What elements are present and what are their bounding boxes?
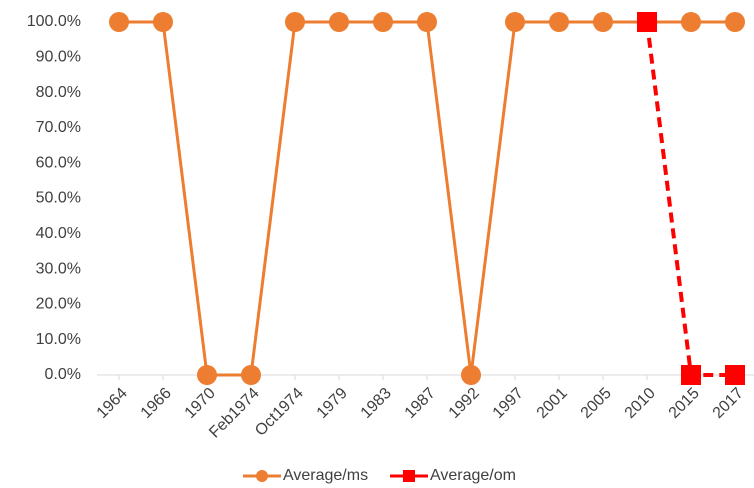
- x-tick-label: 1987: [402, 385, 439, 422]
- x-tick-label: 1979: [314, 385, 351, 422]
- marker: [637, 12, 657, 32]
- y-tick-label: 30.0%: [36, 260, 81, 277]
- x-tick-label: 1966: [138, 385, 175, 422]
- marker: [153, 12, 173, 32]
- marker: [681, 365, 701, 385]
- marker: [725, 12, 745, 32]
- y-tick-label: 10.0%: [36, 331, 81, 348]
- y-tick-label: 60.0%: [36, 154, 81, 171]
- x-tick-label: 1992: [446, 385, 483, 422]
- series-line: [119, 20, 735, 377]
- y-tick-label: 50.0%: [36, 190, 81, 207]
- marker: [725, 365, 745, 385]
- marker: [329, 12, 349, 32]
- x-tick-label: 1983: [358, 385, 395, 422]
- y-tick-label: 80.0%: [36, 84, 81, 101]
- y-tick-label: 90.0%: [36, 49, 81, 66]
- y-tick-label: 70.0%: [36, 119, 81, 136]
- x-tick-label: 2010: [622, 385, 659, 422]
- legend-label: Average/ms: [283, 467, 368, 484]
- x-tick-label: 1964: [94, 385, 131, 422]
- series-line: [645, 21, 735, 377]
- marker: [109, 12, 129, 32]
- x-tick-label: Oct1974: [252, 385, 307, 440]
- legend-label: Average/om: [430, 467, 516, 484]
- marker: [241, 365, 261, 385]
- x-tick-label: 2015: [666, 385, 703, 422]
- legend-marker: [256, 470, 268, 482]
- y-tick-label: 0.0%: [45, 366, 81, 383]
- marker: [197, 365, 217, 385]
- x-tick-label: 1970: [182, 385, 219, 422]
- y-tick-label: 20.0%: [36, 296, 81, 313]
- marker: [505, 12, 525, 32]
- x-tick-label: 2001: [534, 385, 571, 422]
- marker: [461, 365, 481, 385]
- marker: [549, 12, 569, 32]
- y-tick-label: 40.0%: [36, 225, 81, 242]
- x-tick-label: 2017: [710, 385, 747, 422]
- x-tick-label: 2005: [578, 385, 615, 422]
- marker: [417, 12, 437, 32]
- marker: [373, 12, 393, 32]
- marker: [681, 12, 701, 32]
- x-tick-label: 1997: [490, 385, 527, 422]
- marker: [593, 12, 613, 32]
- y-tick-label: 100.0%: [27, 13, 81, 30]
- marker: [285, 12, 305, 32]
- legend-marker: [403, 470, 415, 482]
